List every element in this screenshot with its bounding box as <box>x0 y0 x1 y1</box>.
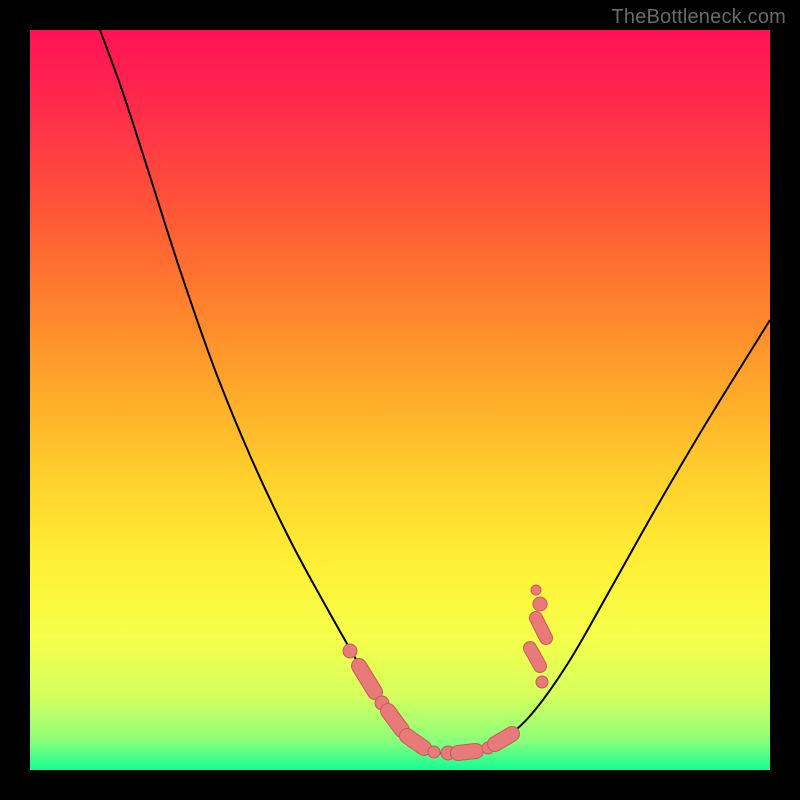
marker-capsule <box>359 666 375 692</box>
marker-capsule <box>495 734 512 744</box>
watermark-label: TheBottleneck.com <box>611 6 786 29</box>
curve-layer <box>30 30 770 770</box>
bottleneck-curve <box>100 30 770 754</box>
marker-circle <box>536 676 548 688</box>
marker-circle <box>428 746 440 758</box>
marker-capsule <box>458 751 476 753</box>
markers-group <box>343 585 548 760</box>
marker-circle <box>343 644 357 658</box>
marker-circle <box>533 597 547 611</box>
marker-circle <box>531 585 541 595</box>
plot-area <box>30 30 770 770</box>
marker-capsule <box>407 736 424 748</box>
